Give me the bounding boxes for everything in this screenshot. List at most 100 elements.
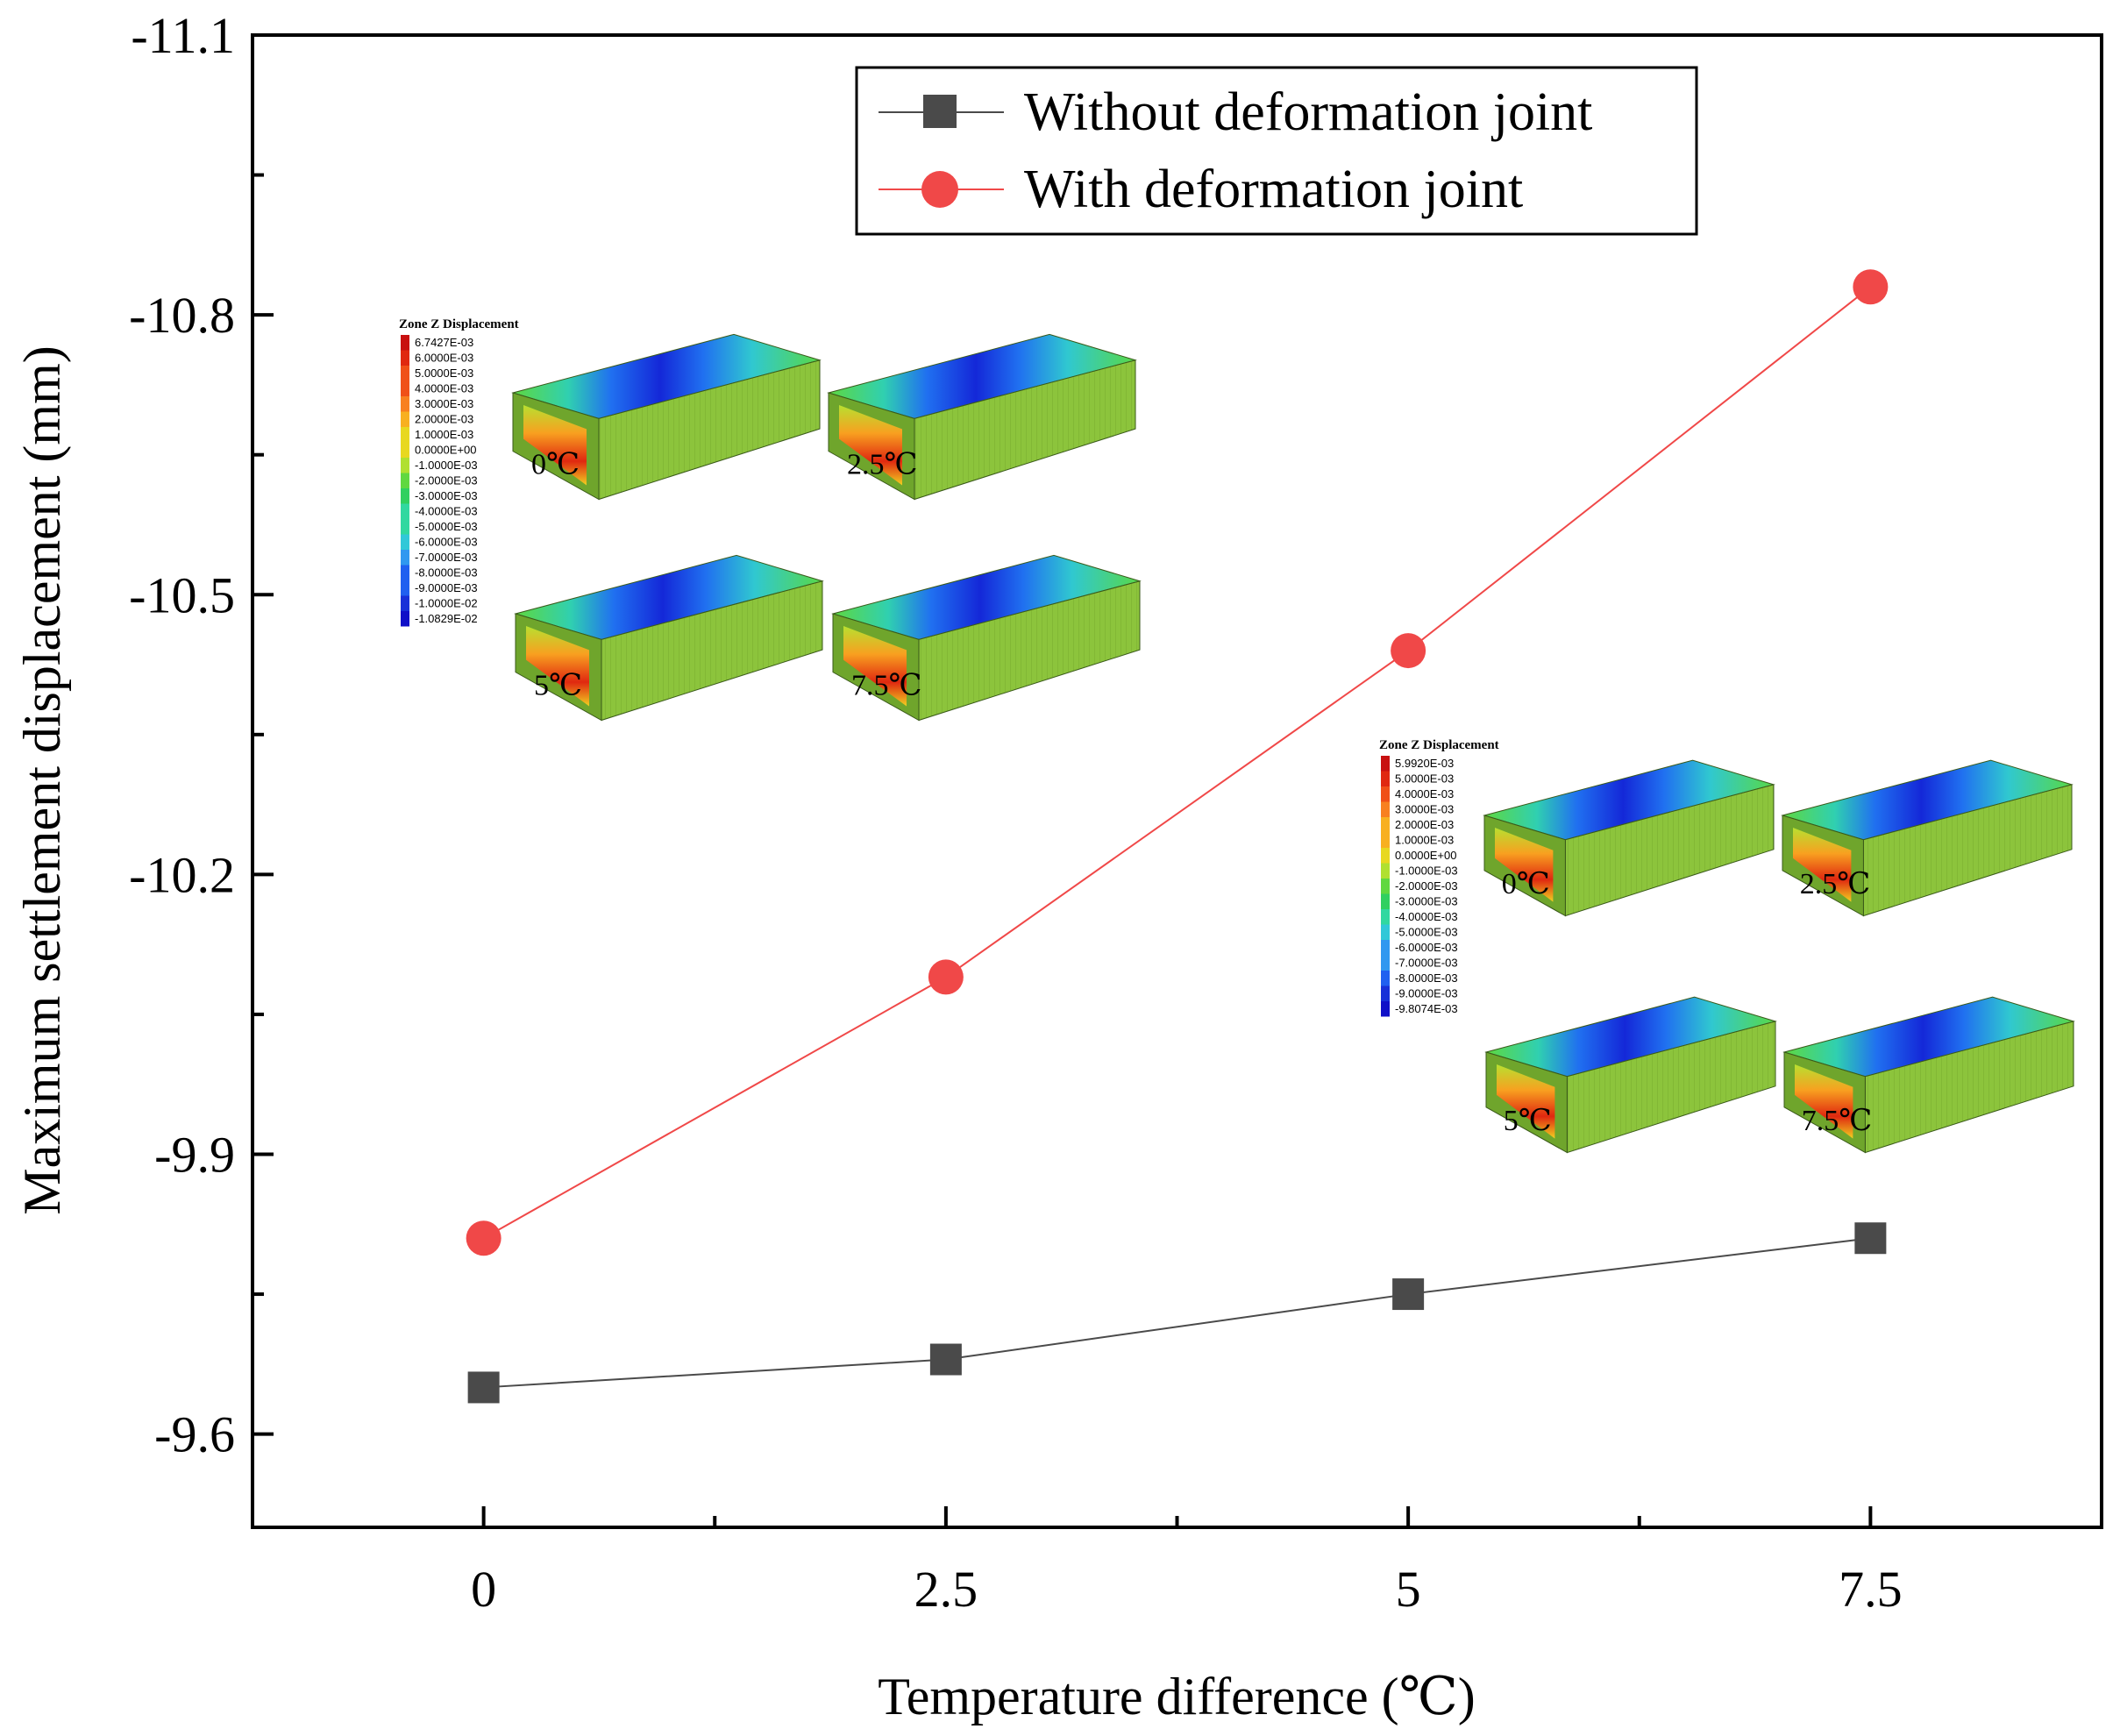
contour-legend-value: -1.0829E-02 <box>415 612 478 625</box>
inset-with-joint: Zone Z Displacement 5.9920E-03 5.0000E-034… <box>1379 738 2075 1154</box>
contour-legend-swatch <box>401 580 409 596</box>
contour-legend-swatch <box>1381 909 1390 925</box>
y-axis: -9.6 -9.9 -10.2 -10.5 -10.8 -11.1 <box>129 7 274 1463</box>
y-tick-label: -9.9 <box>154 1127 235 1184</box>
panel-label: 2.5℃ <box>1800 868 1871 900</box>
contour-legend-swatch <box>1381 786 1390 802</box>
box-inner-contour <box>839 405 902 486</box>
data-point-circle <box>928 959 964 995</box>
y-tick-label: -11.1 <box>131 7 235 64</box>
contour-legend-swatch <box>401 565 409 580</box>
x-tick-label: 2.5 <box>914 1561 978 1618</box>
contour-legend-swatch <box>401 595 409 611</box>
contour-legend-title: Zone Z Displacement <box>1379 738 1499 752</box>
contour-legend-swatch <box>1381 801 1390 817</box>
x-tick-label: 5 <box>1396 1561 1421 1618</box>
contour-panel-1: 0℃ <box>1483 759 1775 917</box>
panel-label: 7.5℃ <box>1802 1105 1873 1137</box>
contour-legend-value: -4.0000E-03 <box>415 505 478 518</box>
plot-frame <box>251 33 2103 1529</box>
contour-legend-value: -8.0000E-03 <box>415 566 478 580</box>
inset-without-joint: Zone Z Displacement6.7427E-036.0000E-035… <box>399 317 1142 722</box>
contour-legend-value: 1.0000E-03 <box>1395 834 1454 847</box>
contour-legend-value: -7.0000E-03 <box>415 551 478 564</box>
contour-legend-swatch <box>401 503 409 519</box>
x-tick-label: 7.5 <box>1839 1561 1903 1618</box>
contour-legend-swatch <box>1381 879 1390 894</box>
contour-legend-swatch <box>401 381 409 396</box>
contour-legend-swatch <box>401 550 409 566</box>
contour-legend-swatch <box>1381 924 1390 940</box>
contour-legend-value: 4.0000E-03 <box>415 382 473 395</box>
data-point-circle <box>1391 633 1426 669</box>
contour-legend-value: 0.0000E+00 <box>415 444 476 457</box>
y-axis-label: Maximum settlement displacement (mm) <box>13 345 71 1214</box>
box-inner-contour <box>1497 1064 1555 1139</box>
contour-legend-swatch <box>401 427 409 443</box>
contour-legend-value: 2.0000E-03 <box>1395 818 1454 831</box>
legend: Without deformation joint With deformati… <box>855 66 1698 236</box>
contour-legend-swatch <box>1381 756 1390 772</box>
contour-legend-swatch <box>1381 771 1390 786</box>
contour-legend-swatch <box>1381 985 1390 1001</box>
contour-legend-value: 5.0000E-03 <box>415 366 473 380</box>
contour-legend-swatch <box>1381 1001 1390 1017</box>
box-inner-contour <box>1795 1064 1853 1139</box>
contour-legend-value: -3.0000E-03 <box>415 489 478 502</box>
legend-label-without: Without deformation joint <box>1024 82 1592 142</box>
contour-legend-swatch <box>401 442 409 458</box>
contour-legend-swatch <box>401 350 409 366</box>
contour-panel-1: 0℃ <box>511 333 822 501</box>
legend-box <box>855 66 1698 236</box>
contour-legend-value: -2.0000E-03 <box>415 474 478 487</box>
data-point-square <box>1392 1278 1425 1311</box>
legend-marker-square <box>923 95 957 128</box>
legend-marker-circle <box>921 171 958 208</box>
contour-legend-value: -4.0000E-03 <box>1395 910 1458 923</box>
x-axis-label: Temperature difference (℃) <box>878 1668 1475 1725</box>
contour-legend-swatch <box>1381 832 1390 848</box>
panel-label: 7.5℃ <box>851 670 922 702</box>
y-tick-label: -10.2 <box>129 846 235 903</box>
contour-legend-swatch <box>401 519 409 535</box>
data-point-circle <box>1853 269 1889 305</box>
contour-legend-value: 5.0000E-03 <box>1395 772 1454 786</box>
contour-legend-swatch <box>401 411 409 427</box>
box-inner-contour <box>1793 828 1852 902</box>
contour-legend-swatch <box>1381 940 1390 956</box>
contour-legend-swatch <box>401 473 409 488</box>
contour-legend-swatch <box>401 458 409 473</box>
contour-legend-value: 6.7427E-03 <box>415 336 473 349</box>
data-point-square <box>467 1371 500 1404</box>
contour-legend-value: -1.0000E-02 <box>415 597 478 610</box>
contour-legend-swatch <box>401 611 409 627</box>
panel-label: 0℃ <box>531 449 580 481</box>
series-line-with-joint <box>483 286 1871 1240</box>
contour-legend-value: 2.0000E-03 <box>415 413 473 426</box>
contour-legend-swatch <box>1381 971 1390 986</box>
x-tick-label: 0 <box>471 1561 496 1618</box>
series-layer <box>466 269 1889 1404</box>
contour-legend-value: 4.0000E-03 <box>1395 787 1454 800</box>
contour-legend-swatch <box>401 534 409 550</box>
y-tick-label: -10.8 <box>129 287 235 344</box>
contour-legend-value: 6.0000E-03 <box>415 352 473 365</box>
contour-legend-value: -9.8074E-03 <box>1395 1002 1458 1015</box>
y-tick-label: -10.5 <box>129 566 235 623</box>
panel-label: 5℃ <box>1504 1105 1552 1137</box>
contour-panel-2: 2.5℃ <box>1781 759 2074 917</box>
contour-legend-title: Zone Z Displacement <box>399 317 519 331</box>
box-inner-contour <box>843 626 907 707</box>
contour-legend-value: -1.0000E-03 <box>415 459 478 472</box>
contour-legend-swatch <box>1381 955 1390 971</box>
panel-label: 5℃ <box>534 670 582 702</box>
contour-legend-value: -9.0000E-03 <box>415 581 478 594</box>
contour-panel-4: 7.5℃ <box>1782 996 2075 1154</box>
contour-legend-swatch <box>401 488 409 504</box>
data-point-circle <box>466 1220 502 1256</box>
contour-legend-value: -7.0000E-03 <box>1395 957 1458 970</box>
contour-legend-swatch <box>1381 863 1390 879</box>
y-tick-label: -9.6 <box>154 1406 235 1463</box>
box-inner-contour <box>1495 828 1554 902</box>
contour-legend-value: -5.0000E-03 <box>1395 926 1458 939</box>
